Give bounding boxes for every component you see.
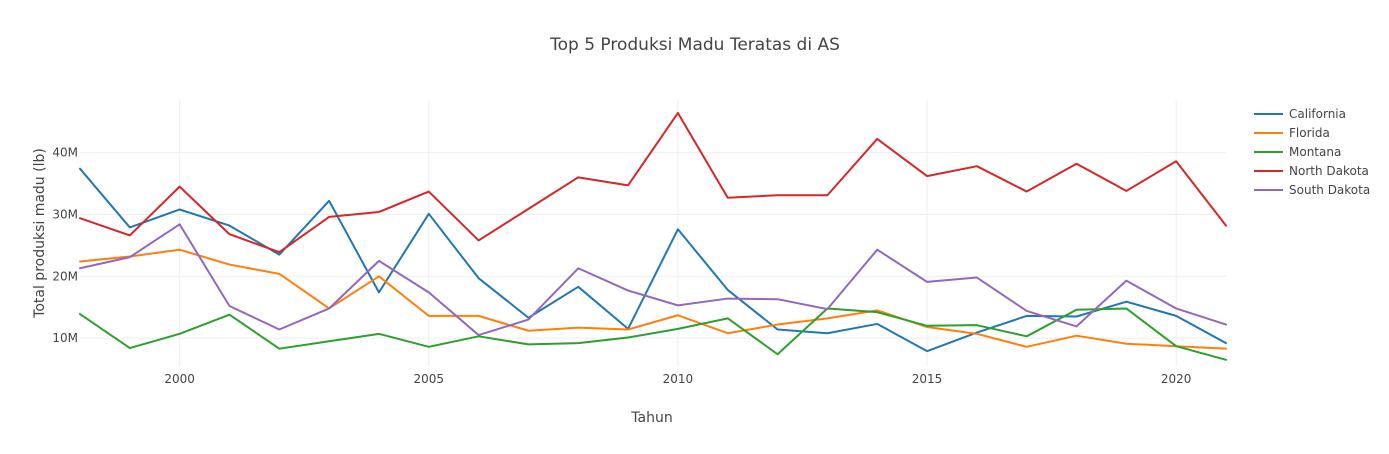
legend-label: Florida [1289, 126, 1330, 140]
legend-label: Montana [1289, 145, 1341, 159]
series-line-south-dakota[interactable] [79, 223, 1227, 337]
legend-item-california[interactable]: California [1254, 107, 1346, 121]
y-tick-label: 30M [52, 207, 78, 221]
legend-label: North Dakota [1289, 164, 1369, 178]
y-tick-label: 20M [52, 269, 78, 283]
legend-item-montana[interactable]: Montana [1254, 145, 1341, 159]
legend-label: South Dakota [1289, 183, 1370, 197]
x-tick-label: 2005 [414, 372, 445, 386]
x-axis-title: Tahun [630, 410, 672, 426]
plot-area [79, 111, 1227, 361]
x-axis-ticks: 2000 2005 2010 2015 2020 [164, 372, 1191, 386]
legend-item-north-dakota[interactable]: North Dakota [1254, 164, 1369, 178]
y-axis-ticks: 10M 20M 30M 40M [52, 146, 78, 346]
gridlines [80, 100, 1226, 366]
y-tick-label: 10M [52, 331, 78, 345]
series-line-north-dakota[interactable] [79, 111, 1227, 254]
chart-title: Top 5 Produksi Madu Teratas di AS [549, 35, 840, 55]
y-axis-title: Total produksi madu (lb) [32, 148, 48, 319]
series-line-montana[interactable] [79, 307, 1227, 361]
series-line-california[interactable] [79, 167, 1227, 353]
x-tick-label: 2000 [164, 372, 195, 386]
legend[interactable]: California Florida Montana North Dakota Sout… [1254, 107, 1370, 197]
legend-label: California [1289, 107, 1346, 121]
legend-item-south-dakota[interactable]: South Dakota [1254, 183, 1370, 197]
x-tick-label: 2020 [1161, 372, 1192, 386]
y-tick-label: 40M [52, 146, 78, 160]
x-tick-label: 2015 [912, 372, 943, 386]
series-line-florida[interactable] [79, 248, 1227, 350]
x-tick-label: 2010 [663, 372, 694, 386]
legend-item-florida[interactable]: Florida [1254, 126, 1330, 140]
